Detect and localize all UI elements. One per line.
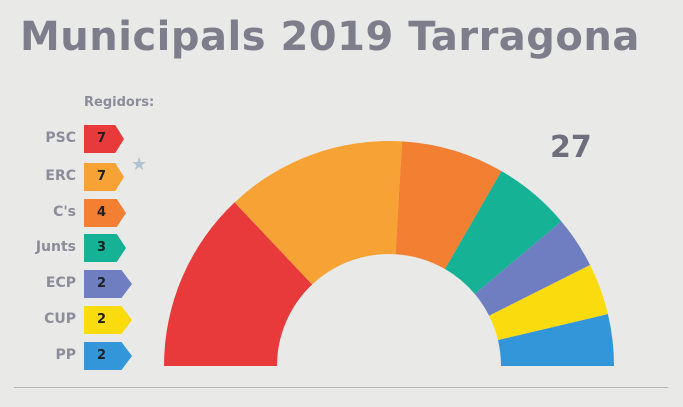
legend-label: PSC bbox=[45, 130, 76, 146]
legend-value: 7 bbox=[97, 169, 107, 184]
legend-item-erc: ERC 7 bbox=[0, 163, 160, 191]
seat-segment-junts bbox=[445, 171, 562, 295]
legend-label: C's bbox=[53, 204, 76, 220]
seat-segment-pp bbox=[497, 314, 614, 366]
seat-segment-ecp bbox=[474, 221, 591, 316]
total-seats: 27 bbox=[550, 130, 592, 165]
legend-label: CUP bbox=[44, 311, 76, 327]
star-icon: ★ bbox=[131, 154, 148, 175]
legend-label: ERC bbox=[45, 168, 76, 184]
page-title: Municipals 2019 Tarragona bbox=[20, 14, 640, 60]
seat-segment-psc bbox=[164, 202, 313, 366]
legend-item-junts: Junts 3 bbox=[0, 234, 160, 262]
legend-tag: 4 bbox=[84, 199, 126, 227]
divider bbox=[14, 387, 668, 388]
seat-segment-cs bbox=[395, 141, 502, 270]
legend-label: PP bbox=[55, 347, 76, 363]
legend-value: 2 bbox=[97, 312, 107, 327]
legend-value: 4 bbox=[97, 205, 107, 220]
legend-value: 2 bbox=[97, 276, 107, 291]
legend-item-ecp: ECP 2 bbox=[0, 270, 160, 298]
legend-item-pp: PP 2 bbox=[0, 342, 160, 370]
legend-label: Junts bbox=[35, 239, 76, 255]
legend-tag: 7 bbox=[84, 163, 124, 191]
legend-tag: 2 bbox=[84, 306, 132, 334]
legend-tag: 7 bbox=[84, 125, 124, 153]
seat-segment-erc bbox=[234, 141, 403, 285]
legend-item-psc: PSC 7 bbox=[0, 125, 160, 153]
legend-tag: 3 bbox=[84, 234, 126, 262]
legend-tag: 2 bbox=[84, 342, 132, 370]
legend-value: 2 bbox=[97, 348, 107, 363]
legend-item-cs: C's 4 bbox=[0, 199, 160, 227]
legend-title: Regidors: bbox=[84, 95, 155, 110]
legend-item-cup: CUP 2 bbox=[0, 306, 160, 334]
legend-label: ECP bbox=[45, 275, 76, 291]
legend-value: 3 bbox=[97, 240, 107, 255]
legend-tag: 2 bbox=[84, 270, 132, 298]
seat-segment-cup bbox=[489, 265, 608, 341]
legend-value: 7 bbox=[97, 131, 107, 146]
